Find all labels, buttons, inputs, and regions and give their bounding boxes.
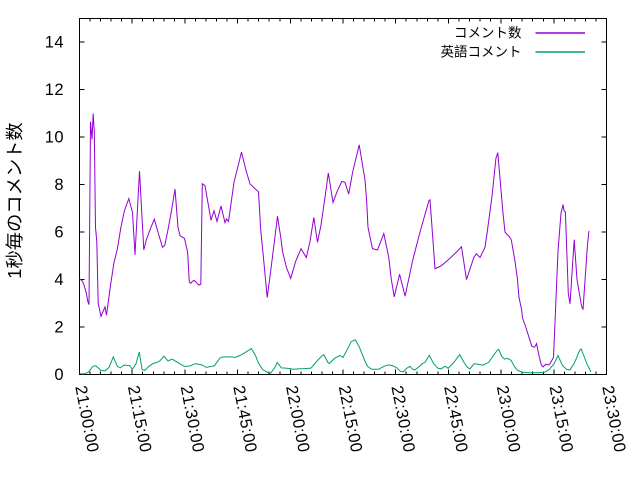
svg-text:12: 12 — [45, 81, 64, 99]
svg-text:2: 2 — [54, 319, 64, 337]
svg-text:4: 4 — [54, 271, 64, 289]
svg-text:14: 14 — [45, 34, 64, 52]
svg-text:10: 10 — [45, 129, 64, 147]
svg-text:英語コメント: 英語コメント — [441, 44, 522, 60]
svg-text:コメント数: コメント数 — [454, 26, 522, 41]
svg-text:1秒毎のコメント数: 1秒毎のコメント数 — [4, 122, 25, 278]
svg-text:8: 8 — [54, 176, 64, 194]
svg-text:0: 0 — [54, 366, 64, 384]
svg-text:6: 6 — [54, 224, 64, 242]
